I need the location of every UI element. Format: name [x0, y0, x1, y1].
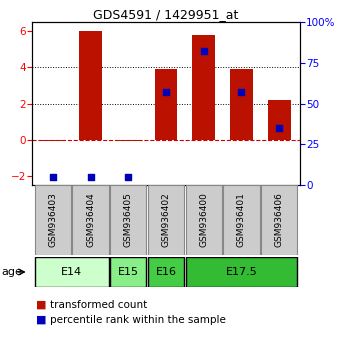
Bar — [148, 185, 184, 255]
Text: GSM936406: GSM936406 — [275, 193, 284, 247]
Point — [276, 125, 282, 131]
Text: GSM936402: GSM936402 — [162, 193, 170, 247]
Text: GSM936403: GSM936403 — [48, 193, 57, 247]
Text: E16: E16 — [155, 267, 176, 277]
Text: E15: E15 — [118, 267, 139, 277]
Text: ■: ■ — [36, 300, 47, 310]
Bar — [117, 140, 140, 141]
Point — [88, 174, 93, 180]
Text: percentile rank within the sample: percentile rank within the sample — [50, 315, 226, 325]
Title: GDS4591 / 1429951_at: GDS4591 / 1429951_at — [93, 8, 239, 21]
Point — [125, 174, 131, 180]
Bar — [192, 35, 215, 140]
Text: GSM936400: GSM936400 — [199, 193, 208, 247]
Point — [163, 89, 169, 95]
Bar — [34, 185, 71, 255]
Text: E14: E14 — [61, 267, 82, 277]
Bar — [72, 185, 108, 255]
Point — [201, 48, 207, 54]
Bar — [79, 31, 102, 140]
Bar — [42, 140, 64, 141]
Point — [50, 174, 55, 180]
Text: GSM936404: GSM936404 — [86, 193, 95, 247]
Text: GSM936401: GSM936401 — [237, 193, 246, 247]
Bar — [34, 257, 108, 287]
Point — [239, 89, 244, 95]
Text: E17.5: E17.5 — [226, 267, 257, 277]
Bar — [230, 69, 253, 140]
Text: transformed count: transformed count — [50, 300, 147, 310]
Bar — [110, 185, 146, 255]
Bar — [261, 185, 297, 255]
Bar — [186, 257, 297, 287]
Text: GSM936405: GSM936405 — [124, 193, 133, 247]
Bar — [268, 100, 291, 140]
Bar — [155, 69, 177, 140]
Bar — [223, 185, 260, 255]
Bar — [110, 257, 146, 287]
Bar — [148, 257, 184, 287]
Text: ■: ■ — [36, 315, 47, 325]
Bar — [186, 185, 222, 255]
Text: age: age — [2, 267, 23, 277]
